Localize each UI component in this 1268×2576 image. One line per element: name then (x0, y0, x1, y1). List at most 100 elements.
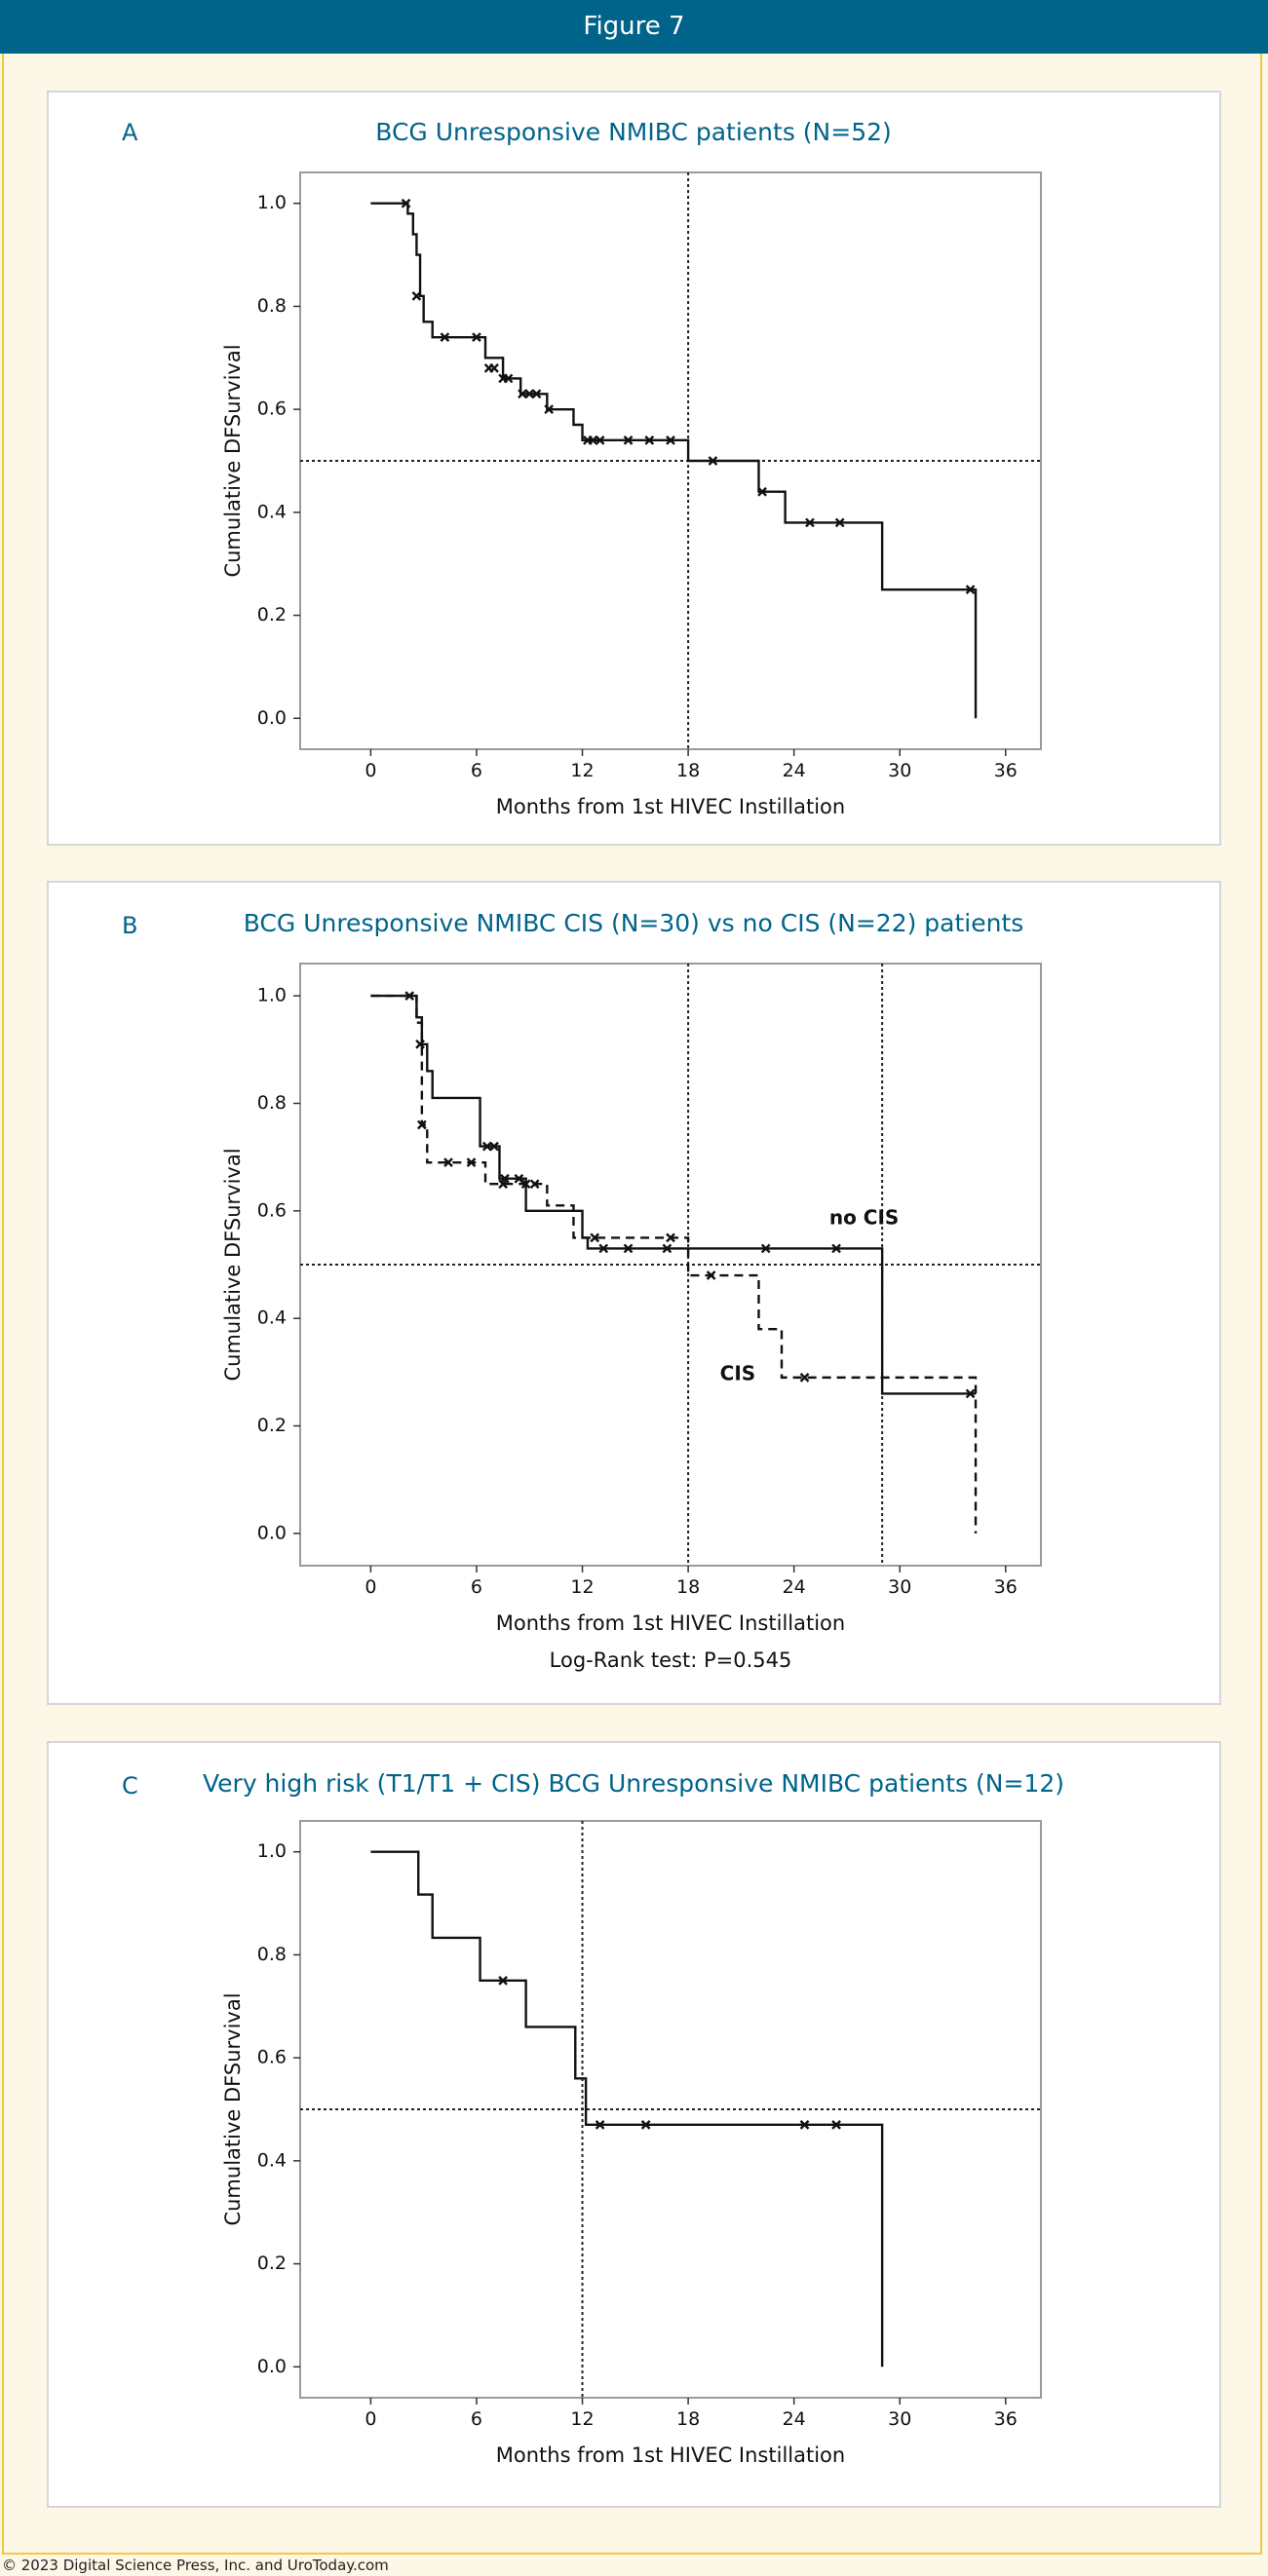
censor-mark (831, 2120, 841, 2130)
censor-mark (498, 1179, 508, 1190)
y-axis-label: Cumulative DFSurvival (221, 1148, 245, 1381)
chart-title: Very high risk (T1/T1 + CIS) BCG Unrespo… (203, 1769, 1064, 1798)
group-label: CIS (720, 1362, 756, 1385)
censor-mark (415, 1039, 425, 1049)
x-tick-label: 36 (994, 760, 1018, 781)
censor-mark (666, 1232, 675, 1243)
y-tick-label: 0.0 (257, 1522, 287, 1543)
censor-mark (503, 373, 514, 384)
x-tick-label: 12 (570, 760, 594, 781)
y-tick-label: 0.4 (257, 1307, 287, 1329)
x-tick-label: 18 (676, 1576, 700, 1598)
censor-mark (514, 1173, 524, 1184)
panel-label: B (122, 912, 137, 939)
chart-a: A BCG Unresponsive NMIBC patients (N=52) 0… (122, 118, 1042, 818)
censor-mark (489, 1141, 499, 1152)
y-tick-label: 0.0 (257, 707, 287, 729)
group-label: no CIS (829, 1206, 899, 1230)
x-tick-label: 0 (365, 1576, 376, 1598)
survival-curve (370, 1850, 884, 2368)
y-tick-label: 1.0 (257, 985, 287, 1006)
censor-mark (590, 1232, 600, 1243)
censor-mark (404, 991, 415, 1001)
censor-mark (799, 1373, 810, 1383)
x-tick-label: 12 (570, 2408, 594, 2430)
censor-mark (640, 2120, 651, 2130)
x-tick-label: 30 (888, 2408, 911, 2430)
censor-mark (524, 389, 535, 399)
censor-mark (644, 436, 655, 445)
censor-mark (805, 517, 815, 528)
x-tick-label: 36 (994, 1576, 1018, 1598)
y-tick-label: 0.0 (257, 2356, 287, 2377)
panel-label: A (122, 119, 138, 146)
censor-mark (401, 198, 411, 208)
x-tick-label: 36 (994, 2408, 1018, 2430)
censor-mark (834, 517, 845, 528)
censor-mark (520, 1179, 531, 1190)
x-tick-label: 24 (783, 2408, 806, 2430)
panel-b: B BCG Unresponsive NMIBC CIS (N=30) vs no… (47, 881, 1221, 1705)
panel-c: C Very high risk (T1/T1 + CIS) BCG Unresp… (47, 1741, 1221, 2508)
censor-mark (518, 389, 527, 399)
censor-mark (531, 389, 542, 399)
censor-mark (595, 436, 605, 445)
censor-mark (666, 436, 675, 445)
y-tick-label: 0.2 (257, 604, 287, 625)
x-tick-label: 0 (365, 760, 376, 781)
y-tick-label: 0.2 (257, 1415, 287, 1436)
censor-mark (831, 1243, 841, 1254)
censor-mark (965, 1388, 976, 1399)
survival-curve (370, 202, 978, 719)
censor-mark (411, 291, 422, 301)
x-tick-label: 24 (783, 760, 806, 781)
chart-title: BCG Unresponsive NMIBC CIS (N=30) vs no … (244, 909, 1024, 937)
y-tick-label: 1.0 (257, 192, 287, 213)
censor-mark (588, 436, 598, 445)
chart-b: B BCG Unresponsive NMIBC CIS (N=30) vs no… (122, 909, 1042, 1672)
censor-mark (544, 404, 554, 414)
y-tick-label: 1.0 (257, 1840, 287, 1862)
copyright-footer: © 2023 Digital Science Press, Inc. and U… (2, 2557, 389, 2574)
y-axis-label: Cumulative DFSurvival (221, 1992, 245, 2225)
y-tick-label: 0.4 (257, 2149, 287, 2171)
censor-mark (757, 486, 767, 497)
y-tick-label: 0.6 (257, 398, 287, 420)
censor-mark (706, 1270, 716, 1280)
x-tick-label: 6 (471, 2408, 482, 2430)
y-tick-label: 0.8 (257, 1944, 287, 1965)
x-tick-label: 30 (888, 760, 911, 781)
censor-mark (598, 1243, 609, 1254)
x-tick-label: 0 (365, 2408, 376, 2430)
censor-mark (662, 1243, 672, 1254)
y-tick-label: 0.6 (257, 2047, 287, 2068)
censor-mark (417, 1119, 427, 1130)
panel-a: A BCG Unresponsive NMIBC patients (N=52) 0… (47, 91, 1221, 846)
censor-mark (529, 1179, 540, 1190)
x-axis-label: Months from 1st HIVEC Instillation (496, 795, 845, 818)
x-tick-label: 6 (471, 760, 482, 781)
y-tick-label: 0.4 (257, 501, 287, 522)
survival-curve (370, 994, 977, 1395)
y-tick-label: 0.6 (257, 1199, 287, 1221)
y-tick-label: 0.2 (257, 2253, 287, 2274)
censor-mark (595, 2120, 605, 2130)
panel-label: C (122, 1772, 138, 1799)
x-tick-label: 18 (676, 760, 700, 781)
x-tick-label: 18 (676, 2408, 700, 2430)
x-axis-label: Months from 1st HIVEC Instillation (496, 2443, 845, 2467)
y-tick-label: 0.8 (257, 295, 287, 317)
x-axis-label: Months from 1st HIVEC Instillation (496, 1611, 845, 1635)
censor-mark (498, 1976, 508, 1986)
figure-title: Figure 7 (583, 12, 685, 41)
chart-c: C Very high risk (T1/T1 + CIS) BCG Unresp… (122, 1769, 1064, 2467)
log-rank-note: Log-Rank test: P=0.545 (550, 1648, 792, 1672)
x-tick-label: 24 (783, 1576, 806, 1598)
censor-mark (760, 1243, 771, 1254)
censor-mark (799, 2120, 810, 2130)
censor-mark (481, 1141, 492, 1152)
x-tick-label: 12 (570, 1576, 594, 1598)
censor-mark (489, 363, 499, 373)
figure-banner: Figure 7 (0, 0, 1268, 54)
censor-mark (708, 456, 718, 466)
